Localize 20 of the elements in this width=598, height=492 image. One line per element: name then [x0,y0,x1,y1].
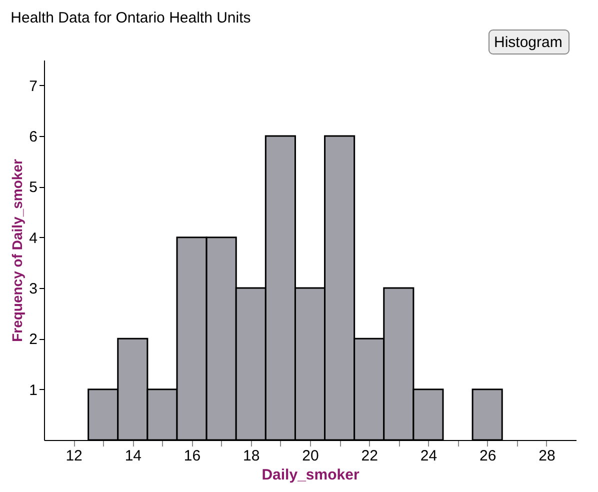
x-tick-label: 16 [184,448,201,464]
x-tick-label: 14 [124,448,142,464]
x-tick-label: 28 [538,448,556,464]
x-tick-label: 18 [243,448,260,464]
x-axis-title: Daily_smoker [262,466,360,484]
y-tick-label: 7 [29,78,38,95]
y-axis-title: Frequency of Daily_smoker [9,158,26,342]
y-tick-label: 6 [29,128,38,146]
y-tick-label: 4 [29,230,38,247]
text: Histogram [494,34,562,51]
y-tick-label: 5 [29,179,38,196]
chart-title: Health Data for Ontario Health Units [10,10,251,26]
x-tick-label: 24 [420,448,438,464]
y-tick-label: 2 [29,331,38,348]
x-tick-label: 20 [302,448,319,464]
x-tick-label: 26 [479,448,496,464]
y-tick-label: 3 [29,280,38,298]
x-tick-label: 12 [66,448,82,464]
y-tick-label: 1 [29,382,38,399]
x-tick-label: 22 [361,448,378,464]
